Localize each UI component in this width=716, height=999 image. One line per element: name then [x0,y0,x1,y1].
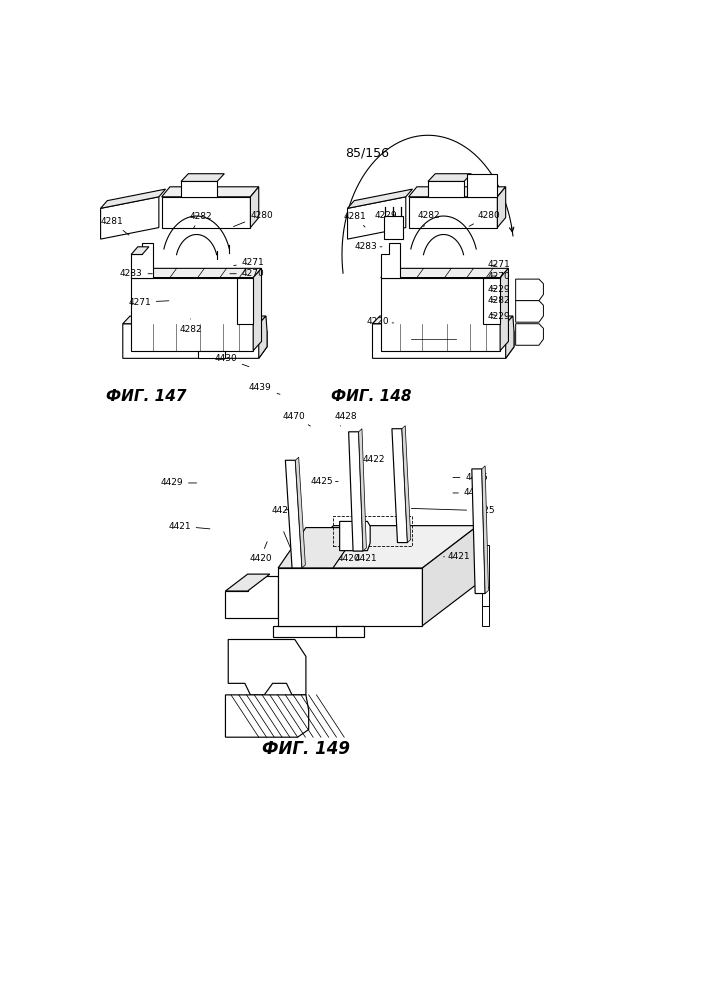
Text: 4428: 4428 [334,412,357,426]
Text: 4421: 4421 [443,552,470,561]
Polygon shape [278,527,361,568]
Text: 4429: 4429 [453,489,486,498]
Polygon shape [483,278,500,324]
Text: 4421: 4421 [354,536,377,562]
Polygon shape [162,197,251,228]
Polygon shape [131,278,253,351]
Text: 4425: 4425 [411,506,495,515]
Text: 4282: 4282 [418,211,440,227]
Text: 4283: 4283 [120,269,153,279]
Polygon shape [258,316,267,359]
Polygon shape [349,432,363,551]
Text: 4421: 4421 [284,531,306,562]
Text: 4420: 4420 [249,541,271,562]
Polygon shape [339,521,370,550]
Text: 4420: 4420 [338,541,360,562]
Text: 4421: 4421 [168,521,210,530]
Text: 4425: 4425 [310,477,338,486]
Text: 4271: 4271 [233,258,265,267]
Text: 4422: 4422 [362,456,385,465]
Text: 4229: 4229 [375,211,397,227]
Polygon shape [428,174,471,182]
Polygon shape [286,461,302,568]
Text: 4229: 4229 [488,312,511,321]
Polygon shape [296,458,305,568]
Polygon shape [226,575,278,618]
Polygon shape [100,189,165,209]
Text: ФИГ. 149: ФИГ. 149 [261,740,349,758]
Polygon shape [347,197,406,239]
Polygon shape [226,695,309,737]
Polygon shape [505,316,514,359]
Polygon shape [467,174,498,197]
Polygon shape [422,525,478,625]
Text: 4429: 4429 [160,479,197,488]
Text: 4280: 4280 [233,211,273,227]
Polygon shape [381,278,500,351]
Text: 4282: 4282 [189,212,212,228]
Text: 4283: 4283 [354,243,382,252]
Text: 4270: 4270 [230,269,265,279]
Polygon shape [131,243,153,278]
Polygon shape [253,269,261,351]
Polygon shape [516,324,543,346]
Text: ФИГ. 147: ФИГ. 147 [106,390,187,405]
Polygon shape [162,187,258,197]
Polygon shape [472,469,485,593]
Text: 4439: 4439 [249,383,280,395]
Polygon shape [381,269,508,278]
Polygon shape [228,639,306,695]
Polygon shape [384,216,403,239]
Polygon shape [278,525,478,568]
Text: 4271: 4271 [488,260,511,269]
Polygon shape [392,429,407,542]
Polygon shape [372,316,513,324]
Polygon shape [482,466,488,593]
Text: 4220: 4220 [367,317,394,326]
Polygon shape [337,625,364,637]
Polygon shape [278,568,422,625]
Polygon shape [236,278,253,324]
Polygon shape [131,269,261,278]
Text: 4271: 4271 [128,298,169,307]
Text: 85/156: 85/156 [345,147,389,160]
Polygon shape [483,544,489,587]
Text: 4282: 4282 [488,296,511,305]
Polygon shape [347,189,412,209]
Polygon shape [483,560,489,606]
Polygon shape [181,174,224,182]
Text: 4430: 4430 [214,354,249,367]
Text: 4229: 4229 [488,285,511,294]
Polygon shape [123,316,266,324]
Text: 4270: 4270 [488,272,511,281]
Polygon shape [372,324,514,359]
Polygon shape [500,269,508,351]
Text: 4280: 4280 [469,211,500,226]
Polygon shape [409,187,505,197]
Polygon shape [402,426,411,542]
Polygon shape [123,324,267,359]
Polygon shape [226,574,270,591]
Text: 4426: 4426 [453,474,488,483]
Polygon shape [131,247,149,255]
Polygon shape [409,197,498,228]
Polygon shape [516,301,543,323]
Text: 4282: 4282 [179,319,202,334]
Polygon shape [428,182,464,197]
Polygon shape [483,575,489,625]
Polygon shape [251,187,258,228]
Text: 4281: 4281 [344,212,366,227]
Polygon shape [381,243,400,278]
Text: 4470: 4470 [282,412,310,426]
Polygon shape [359,429,367,551]
Text: ФИГ. 148: ФИГ. 148 [331,390,412,405]
Text: 4281: 4281 [100,217,129,235]
Text: 4425: 4425 [271,506,294,515]
Polygon shape [273,625,339,637]
Polygon shape [181,182,217,197]
Polygon shape [100,197,159,239]
Polygon shape [198,351,226,359]
Polygon shape [516,279,543,301]
Polygon shape [498,187,505,228]
